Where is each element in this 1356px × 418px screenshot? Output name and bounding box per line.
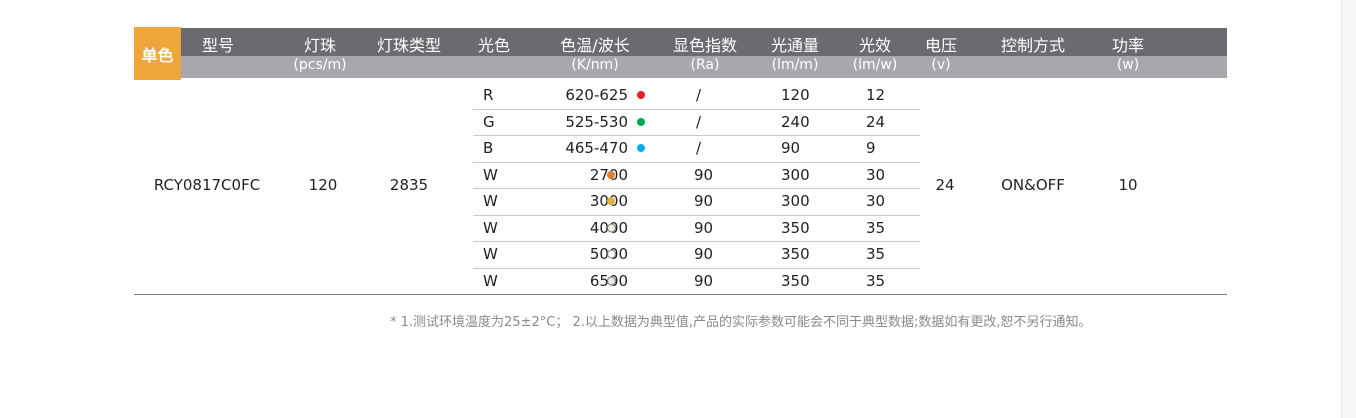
header-title: 控制方式 bbox=[1000, 36, 1066, 55]
efficacy-cell: 30 bbox=[866, 165, 886, 184]
page-edge bbox=[1341, 0, 1356, 418]
color-dot-icon bbox=[607, 249, 616, 259]
control-cell: ON&OFF bbox=[1001, 176, 1065, 194]
efficacy-cell: 24 bbox=[866, 112, 886, 131]
power-cell: 10 bbox=[1118, 176, 1138, 194]
header-unit: (v) bbox=[931, 57, 951, 73]
header-title: 电压 bbox=[924, 36, 958, 55]
ra-cell: 90 bbox=[694, 271, 714, 290]
efficacy-cell: 35 bbox=[866, 218, 886, 237]
leds-cell: 120 bbox=[308, 176, 338, 194]
header-unit-row bbox=[181, 56, 1227, 78]
flux-cell: 120 bbox=[781, 86, 810, 105]
header-title: 显色指数 bbox=[672, 36, 738, 55]
flux-cell: 350 bbox=[781, 245, 810, 264]
light-color-cell: R bbox=[483, 86, 494, 105]
color-dot-icon bbox=[637, 117, 645, 126]
voltage-cell: 24 bbox=[935, 176, 955, 194]
led-type-cell: 2835 bbox=[389, 176, 429, 194]
header-title: 灯珠类型 bbox=[376, 36, 442, 55]
row-divider bbox=[473, 162, 920, 163]
row-divider bbox=[473, 241, 920, 242]
efficacy-cell: 35 bbox=[866, 245, 886, 264]
header-title: 型号 bbox=[201, 36, 235, 55]
table-bottom-border bbox=[134, 294, 1227, 295]
row-divider bbox=[473, 215, 920, 216]
header-title: 光效 bbox=[858, 36, 892, 55]
ra-cell: 90 bbox=[694, 218, 714, 237]
color-temp-cell: 620-625 bbox=[565, 86, 628, 105]
color-dot-icon bbox=[637, 144, 645, 153]
header-unit: (K/nm) bbox=[571, 57, 619, 73]
header-row bbox=[181, 28, 1227, 56]
header-title: 功率 bbox=[1111, 36, 1145, 55]
row-divider bbox=[473, 135, 920, 136]
header-title: 色温/波长 bbox=[560, 36, 630, 55]
flux-cell: 240 bbox=[781, 112, 810, 131]
flux-cell: 90 bbox=[781, 139, 801, 158]
header-unit: (lm/m) bbox=[771, 57, 819, 73]
ra-cell: / bbox=[696, 139, 702, 158]
header-unit: (w) bbox=[1116, 57, 1140, 73]
flux-cell: 350 bbox=[781, 271, 810, 290]
model-cell: RCY0817C0FC bbox=[153, 176, 261, 194]
ra-cell: / bbox=[696, 86, 702, 105]
header-unit: (Ra) bbox=[690, 57, 720, 73]
row-divider bbox=[473, 188, 920, 189]
light-color-cell: W bbox=[483, 165, 498, 184]
flux-cell: 300 bbox=[781, 165, 810, 184]
efficacy-cell: 30 bbox=[866, 192, 886, 211]
efficacy-cell: 35 bbox=[866, 271, 886, 290]
color-dot-icon bbox=[607, 223, 616, 233]
efficacy-cell: 12 bbox=[866, 86, 886, 105]
category-badge: 单色 bbox=[134, 27, 181, 80]
efficacy-cell: 9 bbox=[866, 139, 876, 158]
flux-cell: 350 bbox=[781, 218, 810, 237]
color-dot-icon bbox=[607, 170, 615, 179]
header-title: 光通量 bbox=[770, 36, 820, 55]
color-temp-cell: 465-470 bbox=[565, 139, 628, 158]
ra-cell: 90 bbox=[694, 165, 714, 184]
ra-cell: 90 bbox=[694, 192, 714, 211]
header-title: 光色 bbox=[477, 36, 511, 55]
flux-cell: 300 bbox=[781, 192, 810, 211]
footnote: * 1.测试环境温度为25±2°C； 2.以上数据为典型值,产品的实际参数可能会… bbox=[390, 315, 1092, 330]
ra-cell: / bbox=[696, 112, 702, 131]
color-temp-cell: 525-530 bbox=[565, 112, 628, 131]
light-color-cell: W bbox=[483, 245, 498, 264]
light-color-cell: W bbox=[483, 218, 498, 237]
header-unit: (pcs/m) bbox=[293, 57, 347, 73]
light-color-cell: B bbox=[483, 139, 494, 158]
color-dot-icon bbox=[637, 91, 645, 100]
header-title: 灯珠 bbox=[303, 36, 337, 55]
header-unit: (lm/w) bbox=[852, 57, 898, 73]
ra-cell: 90 bbox=[694, 245, 714, 264]
light-color-cell: W bbox=[483, 271, 498, 290]
row-divider bbox=[473, 268, 920, 269]
color-dot-icon bbox=[607, 276, 616, 286]
row-divider bbox=[473, 109, 920, 110]
light-color-cell: G bbox=[483, 112, 495, 131]
color-dot-icon bbox=[607, 197, 615, 206]
light-color-cell: W bbox=[483, 192, 498, 211]
